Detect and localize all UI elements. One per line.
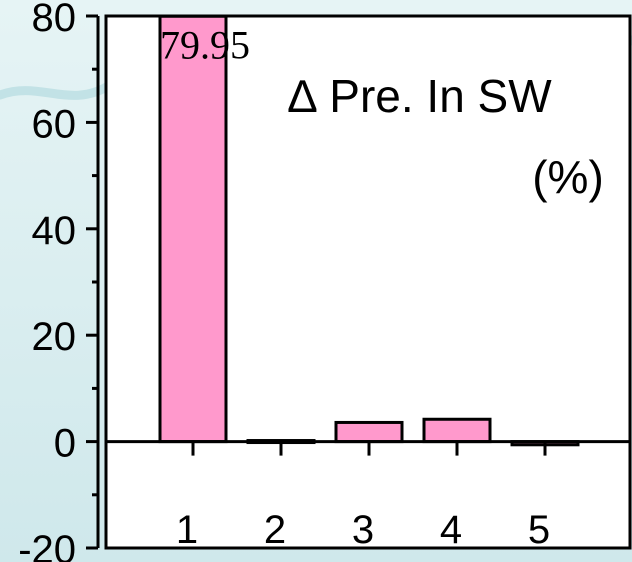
bar-1 bbox=[158, 14, 228, 444]
axis-ticks bbox=[86, 14, 547, 550]
y-tick-label-40: 40 bbox=[32, 209, 77, 253]
x-tick-label-3: 3 bbox=[352, 508, 374, 552]
x-tick-label-5: 5 bbox=[528, 508, 550, 552]
x-tick-label-2: 2 bbox=[264, 508, 286, 552]
x-tick-label-4: 4 bbox=[440, 508, 462, 552]
data-label-1: 79.95 bbox=[160, 22, 250, 67]
y-tick-label-20: 20 bbox=[32, 315, 77, 359]
y-tick-label-0: 0 bbox=[54, 422, 76, 466]
chart-subtitle: (%) bbox=[532, 151, 604, 203]
bar-4 bbox=[422, 417, 492, 444]
axis-labels: 80 60 40 20 0 -20 1 2 3 4 5 bbox=[18, 0, 550, 562]
chart-title: ∆ Pre. In SW bbox=[288, 70, 552, 122]
bars-group: 79.95 bbox=[158, 14, 580, 447]
bar-3 bbox=[334, 420, 404, 444]
x-tick-label-1: 1 bbox=[176, 508, 198, 552]
y-tick-label-60: 60 bbox=[32, 102, 77, 146]
y-tick-label-80: 80 bbox=[32, 0, 77, 40]
y-tick-label--20: -20 bbox=[18, 528, 76, 562]
